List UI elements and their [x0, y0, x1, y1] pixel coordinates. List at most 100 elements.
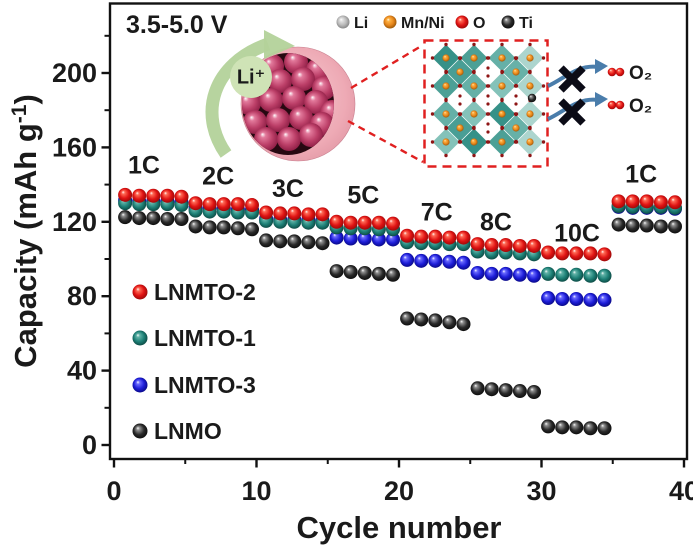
- data-point: [498, 383, 513, 398]
- data-point: [484, 382, 499, 397]
- data-point: [569, 267, 584, 282]
- nanoparticle-sphere: [254, 127, 278, 151]
- data-point: [287, 234, 302, 249]
- oxygen-dot: [458, 94, 462, 98]
- legend-label: LNMO: [154, 418, 222, 444]
- o2-molecule-icon: [615, 100, 625, 110]
- data-point: [541, 266, 556, 281]
- rate-labels: 1C 2C 3C 5C 7C 8C 10C 1C: [128, 152, 657, 248]
- oxygen-vertex-dot: [486, 56, 491, 60]
- oxygen-vertex-dot: [430, 84, 435, 88]
- mn-ni-atom: [442, 82, 450, 90]
- data-point: [512, 384, 527, 399]
- oxygen-vertex-dot: [541, 56, 546, 60]
- data-point: [470, 381, 485, 396]
- oxygen-vertex-dot: [472, 42, 476, 47]
- nanoparticle-sphere: [268, 69, 292, 93]
- data-point: [301, 235, 316, 250]
- oxygen-vertex-dot: [471, 70, 476, 74]
- data-point: [555, 246, 570, 261]
- data-point: [470, 237, 485, 252]
- data-point: [343, 231, 358, 246]
- data-point: [188, 196, 203, 211]
- data-point: [245, 198, 259, 213]
- data-point: [639, 218, 654, 233]
- mn-ni-atom: [470, 82, 478, 90]
- zoom-connector-line: [350, 43, 424, 90]
- data-point: [174, 212, 189, 227]
- data-point: [301, 207, 316, 222]
- octahedra-lattice: [430, 42, 546, 158]
- nanoparticle-sphere: [277, 127, 301, 151]
- o2-molecule-icon: [615, 67, 625, 77]
- oxygen-vertex-dot: [500, 70, 505, 74]
- oxygen-vertex-dot: [528, 153, 532, 158]
- rate-label: 7C: [421, 199, 453, 227]
- data-point: [625, 194, 640, 209]
- data-point: [583, 246, 598, 261]
- data-point: [315, 207, 330, 222]
- atom-legend-label: Ti: [519, 15, 533, 32]
- legend-marker: [132, 330, 148, 346]
- data-point: [611, 194, 626, 209]
- data-point: [259, 205, 274, 220]
- data-point: [555, 291, 570, 306]
- data-point: [400, 228, 415, 243]
- data-point: [653, 195, 668, 210]
- data-point: [188, 219, 203, 234]
- oxygen-vertex-dot: [527, 70, 532, 74]
- o2-release-blocked: O₂ O₂: [547, 59, 652, 126]
- atom-legend-label: Mn/Ni: [401, 15, 445, 32]
- data-point: [597, 421, 612, 436]
- oxygen-vertex-dot: [430, 112, 435, 116]
- data-point: [273, 234, 288, 249]
- oxygen-vertex-dot: [486, 112, 491, 116]
- oxygen-vertex-dot: [458, 56, 462, 61]
- o2-label: O₂: [629, 63, 652, 84]
- data-point: [329, 230, 344, 245]
- rate-label: 8C: [480, 209, 512, 237]
- mn-ni-atom: [456, 124, 464, 132]
- data-point: [541, 291, 556, 306]
- data-point: [583, 268, 598, 283]
- data-point: [569, 291, 584, 306]
- ti-atom: [527, 93, 537, 103]
- oxygen-dot: [458, 102, 462, 106]
- data-point: [527, 384, 541, 399]
- data-points: [118, 187, 682, 436]
- data-point: [569, 420, 584, 435]
- oxygen-vertex-dot: [458, 83, 462, 88]
- data-point: [259, 233, 274, 248]
- oxygen-vertex-dot: [500, 126, 505, 130]
- li-insertion-arrow: [205, 37, 271, 158]
- o2-arrowhead: [595, 92, 608, 107]
- data-point: [555, 267, 570, 282]
- data-point: [668, 195, 682, 210]
- data-point: [456, 255, 471, 270]
- data-point: [400, 311, 415, 326]
- data-point: [527, 268, 541, 283]
- rate-label: 1C: [625, 161, 657, 189]
- mn-ni-atom: [512, 124, 520, 132]
- oxygen-vertex-dot: [444, 98, 448, 103]
- data-point: [414, 312, 429, 327]
- oxygen-vertex-dot: [458, 139, 462, 144]
- data-point: [273, 206, 288, 221]
- li-ion-label: Li⁺: [237, 66, 265, 88]
- mn-ni-atom: [456, 68, 464, 76]
- nanoparticle-sphere: [243, 110, 267, 134]
- oxygen-dot: [486, 66, 490, 70]
- oxygen-vertex-dot: [514, 56, 518, 61]
- mn-ni-atom: [498, 82, 506, 90]
- atom-legend-marker: [501, 15, 515, 29]
- data-point: [583, 421, 598, 436]
- data-point: [414, 229, 429, 244]
- data-point: [414, 253, 429, 268]
- data-point: [386, 267, 400, 282]
- data-point: [611, 217, 626, 232]
- oxygen-vertex-dot: [514, 83, 518, 88]
- data-point: [555, 420, 570, 435]
- o2-molecule-icon: [607, 67, 617, 77]
- data-point: [498, 238, 513, 253]
